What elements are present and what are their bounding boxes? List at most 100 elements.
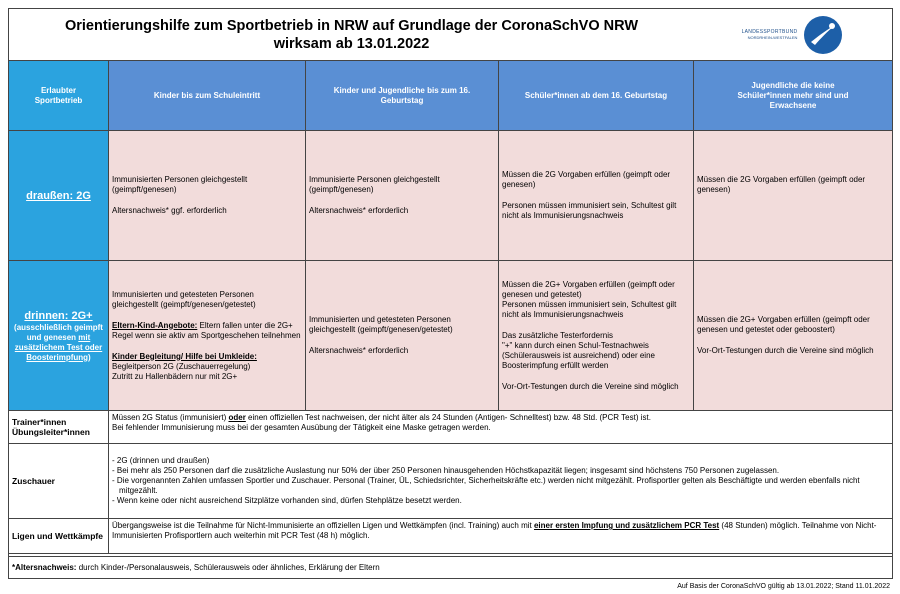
row-label: draußen: 2G xyxy=(8,130,109,261)
text-line: Übergangsweise ist die Teilnahme für Nic… xyxy=(112,521,889,541)
text: - Bei mehr als 250 Personen darf die zus… xyxy=(112,466,780,475)
text: Müssen die 2G Vorgaben erfüllen (geimpft… xyxy=(502,170,671,189)
text: Personen müssen immunisiert sein, Schult… xyxy=(502,201,677,220)
cell: Immunisierten Personen gleichgestellt (g… xyxy=(108,130,306,261)
text-block: Eltern-Kind-Angebote: Eltern fallen unte… xyxy=(112,321,302,341)
text-block: drinnen: 2G+ xyxy=(11,309,106,323)
header-text: Kinder und Jugendliche bis zum 16. Gebur… xyxy=(333,85,471,105)
title: Orientierungshilfe zum Sportbetrieb in N… xyxy=(64,17,639,52)
text-segment: Eltern-Kind-Angebote: xyxy=(112,320,198,330)
text: Personen müssen immunisiert sein, Schult… xyxy=(502,299,677,319)
text-block: Altersnachweis* ggf. erforderlich xyxy=(112,206,302,216)
header-cell: Kinder bis zum Schuleintritt xyxy=(108,60,306,131)
logo-text: LANDESSPORTBUND NORDRHEIN-WESTFALEN xyxy=(742,29,798,40)
header-text: Jugendliche die keine Schüler*innen mehr… xyxy=(737,80,849,110)
text-segment: Müssen 2G Status (immunisiert) xyxy=(112,413,229,422)
row-label-text: Zuschauer xyxy=(12,476,55,486)
text-line: "+" kann durch einen Schul-Testnachweis … xyxy=(502,341,690,371)
row-label: Ligen und Wettkämpfe xyxy=(8,518,109,554)
header-cell: Erlaubter Sportbetrieb xyxy=(8,60,109,131)
text-segment: (48 Stunden) möglich. Teilnahme von Nich… xyxy=(112,521,877,540)
row-label: Zuschauer xyxy=(8,443,109,519)
text-block: (ausschließlich geimpft und genesen mit … xyxy=(11,323,106,363)
text: Immunisierten und getesteten Personen gl… xyxy=(112,289,256,309)
text-line: *Altersnachweis: durch Kinder-/Personala… xyxy=(12,563,889,573)
text: Immunisierten Personen gleichgestellt (g… xyxy=(112,175,248,194)
text-segment: Kinder Begleitung/ Hilfe bei Umkleide: xyxy=(112,351,257,361)
text-block: Altersnachweis* erforderlich xyxy=(309,346,495,356)
text: Altersnachweis* ggf. erforderlich xyxy=(112,206,227,215)
cell: Müssen die 2G Vorgaben erfüllen (geimpft… xyxy=(498,130,694,261)
text: - Die vorgenannten Zahlen umfassen Sport… xyxy=(112,476,860,495)
logo-icon xyxy=(804,15,843,54)
text-line: (ausschließlich geimpft und genesen mit … xyxy=(11,323,106,363)
cell: Müssen die 2G Vorgaben erfüllen (geimpft… xyxy=(693,130,893,261)
text-segment: einer ersten Impfung und zusätzlichem PC… xyxy=(533,521,720,530)
text: Müssen die 2G Vorgaben erfüllen (geimpft… xyxy=(697,175,866,194)
text-segment: (ausschließlich geimpft und genesen xyxy=(14,322,103,342)
header-text: Schüler*innen ab dem 16. Geburtstag xyxy=(524,90,668,100)
header-cell: Jugendliche die keine Schüler*innen mehr… xyxy=(693,60,893,131)
text: Begleitperson 2G (Zuschauerregelung) xyxy=(112,361,251,371)
text: Zutritt zu Hallenbädern nur mit 2G+ xyxy=(112,371,238,381)
text: Altersnachweis* erforderlich xyxy=(309,206,409,215)
text-line: - Bei mehr als 250 Personen darf die zus… xyxy=(112,466,889,476)
text-block: Müssen die 2G+ Vorgaben erfüllen (geimpf… xyxy=(697,315,889,335)
header-cell: Schüler*innen ab dem 16. Geburtstag xyxy=(498,60,694,131)
text-line: Personen müssen immunisiert sein, Schult… xyxy=(502,201,690,221)
text-block: Vor-Ort-Testungen durch die Vereine sind… xyxy=(502,382,690,392)
text: Vor-Ort-Testungen durch die Vereine sind… xyxy=(502,381,679,391)
note-cell: *Altersnachweis: durch Kinder-/Personala… xyxy=(8,556,893,579)
text-segment: draußen: 2G xyxy=(26,189,91,202)
cell: Immunisierten und getesteten Personen gl… xyxy=(305,260,499,411)
text-line: Personen müssen immunisiert sein, Schult… xyxy=(502,300,690,320)
text-line: Eltern-Kind-Angebote: Eltern fallen unte… xyxy=(112,321,302,341)
text-line: Müssen die 2G+ Vorgaben erfüllen (geimpf… xyxy=(502,280,690,300)
wide-cell: Müssen 2G Status (immunisiert) oder eine… xyxy=(108,410,893,444)
wide-cell: Übergangsweise ist die Teilnahme für Nic… xyxy=(108,518,893,554)
text-line: Immunisierten und getesteten Personen gl… xyxy=(112,290,302,310)
text-line: - 2G (drinnen und draußen) xyxy=(112,456,889,466)
logo-line: LANDESSPORTBUND xyxy=(741,29,798,35)
text-block: Übergangsweise ist die Teilnahme für Nic… xyxy=(112,521,889,541)
text-line: Müssen die 2G Vorgaben erfüllen (geimpft… xyxy=(697,175,889,195)
text-line: Altersnachweis* erforderlich xyxy=(309,346,495,356)
text-segment: einen offiziellen Test nachweisen, der n… xyxy=(245,413,651,422)
text-line: Müssen die 2G Vorgaben erfüllen (geimpft… xyxy=(502,170,690,190)
text-block: Vor-Ort-Testungen durch die Vereine sind… xyxy=(697,346,889,356)
text-block: Immunisierten Personen gleichgestellt (g… xyxy=(112,175,302,195)
text-line: Immunisierten Personen gleichgestellt (g… xyxy=(112,175,302,195)
text: "+" kann durch einen Schul-Testnachweis … xyxy=(502,340,655,370)
text-block: Müssen 2G Status (immunisiert) oder eine… xyxy=(112,413,889,433)
text-segment: mit zusätzlichem Test oder Boosterimpfun… xyxy=(14,332,103,362)
cell: Immunisierte Personen gleichgestellt (ge… xyxy=(305,130,499,261)
text: Altersnachweis* erforderlich xyxy=(309,346,409,355)
text-line: Immunisierten und getesteten Personen gl… xyxy=(309,315,495,335)
row-label-text: Ligen und Wettkämpfe xyxy=(12,531,103,541)
text-line: Vor-Ort-Testungen durch die Vereine sind… xyxy=(697,346,889,356)
header-cell: Kinder und Jugendliche bis zum 16. Gebur… xyxy=(305,60,499,131)
text: Müssen die 2G+ Vorgaben erfüllen (geimpf… xyxy=(697,315,870,334)
text-line: - Wenn keine oder nicht ausreichend Sitz… xyxy=(112,496,889,506)
text-block: Personen müssen immunisiert sein, Schult… xyxy=(502,201,690,221)
text-line: Immunisierte Personen gleichgestellt (ge… xyxy=(309,175,495,195)
cell: Müssen die 2G+ Vorgaben erfüllen (geimpf… xyxy=(498,260,694,411)
text-segment: drinnen: 2G+ xyxy=(24,309,93,322)
text: Immunisierte Personen gleichgestellt (ge… xyxy=(309,175,440,194)
text-block: Müssen die 2G Vorgaben erfüllen (geimpft… xyxy=(697,175,889,195)
text-segment: Übergangsweise ist die Teilnahme für Nic… xyxy=(112,521,534,530)
text: Das zusätzliche Testerfordernis xyxy=(502,330,614,340)
logo-line: NORDRHEIN-WESTFALEN xyxy=(747,35,798,40)
logo-cell: LANDESSPORTBUND NORDRHEIN-WESTFALEN xyxy=(693,8,893,61)
text: Bei fehlender Immunisierung muss bei der… xyxy=(112,423,491,432)
cell: Immunisierten und getesteten Personen gl… xyxy=(108,260,306,411)
text-line: Bei fehlender Immunisierung muss bei der… xyxy=(112,423,889,433)
text-block: Immunisierte Personen gleichgestellt (ge… xyxy=(309,175,495,195)
text-segment: *Altersnachweis: xyxy=(12,562,77,572)
text-line: Altersnachweis* erforderlich xyxy=(309,206,495,216)
text-line: Kinder Begleitung/ Hilfe bei Umkleide: xyxy=(112,352,302,362)
text-segment: durch Kinder-/Personalausweis, Schülerau… xyxy=(76,562,380,572)
text-block: Altersnachweis* erforderlich xyxy=(309,206,495,216)
text: - Wenn keine oder nicht ausreichend Sitz… xyxy=(112,496,462,505)
